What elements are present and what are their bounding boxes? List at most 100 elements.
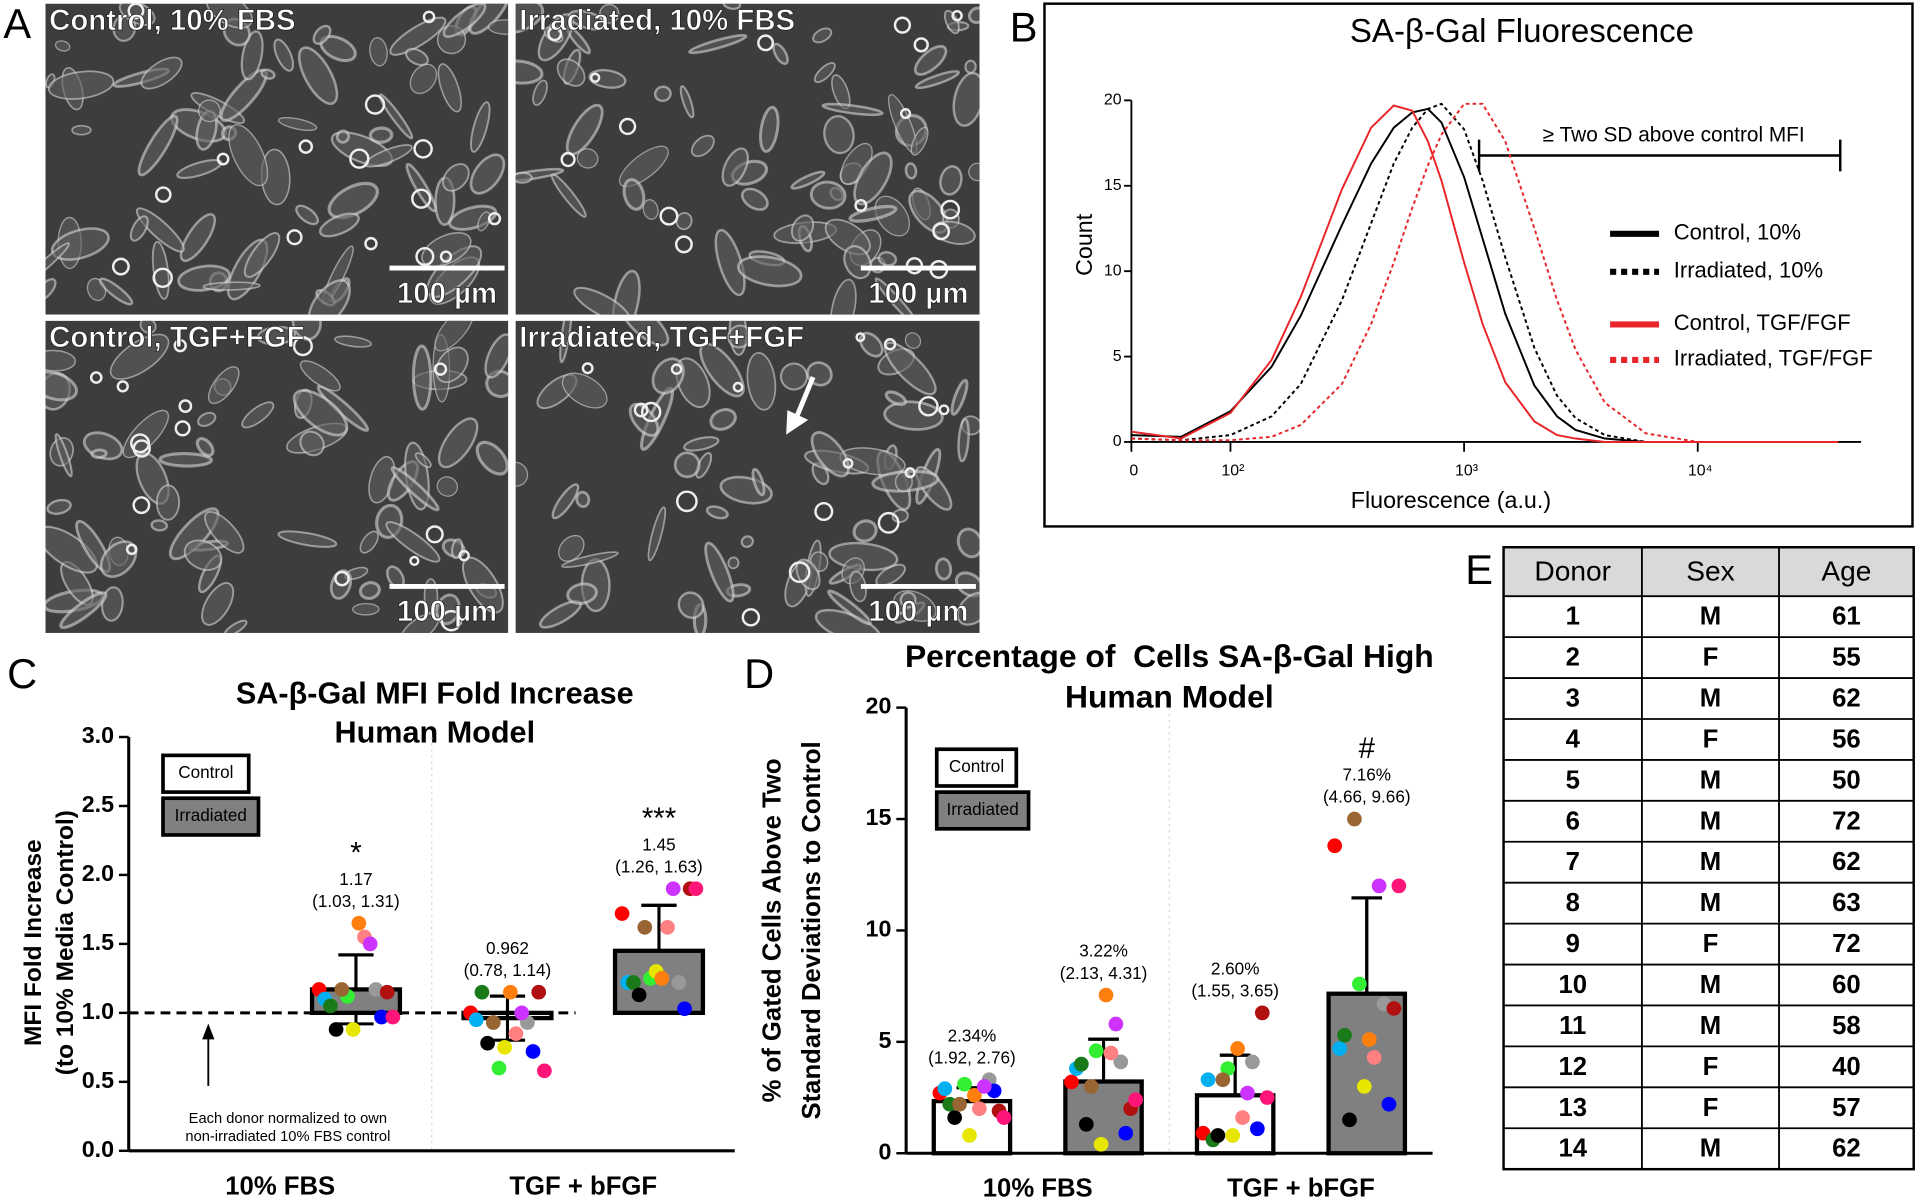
table-cell: F: [1703, 1053, 1719, 1081]
annotation: ≥ Two SD above control MFI: [1543, 123, 1805, 146]
donor-point: [660, 920, 675, 935]
donor-point: [374, 1009, 389, 1025]
error-cap: [1088, 1037, 1119, 1082]
legend-label: Irradiated: [946, 799, 1018, 819]
donor-point: [514, 1005, 530, 1021]
cell: [140, 56, 183, 90]
panel-letter: A: [3, 0, 31, 47]
cell-nucleus: [670, 363, 683, 375]
cell: [150, 519, 168, 532]
cell: [688, 33, 748, 55]
cell: [442, 3, 487, 38]
cell: [47, 70, 115, 100]
cell-nucleus: [409, 555, 420, 567]
cell: [772, 42, 789, 65]
y-tick-label: 1.5: [82, 929, 114, 955]
donor-point: [480, 1035, 495, 1051]
donor-point: [334, 982, 350, 997]
cell: [727, 324, 752, 349]
donor-point: [525, 1044, 541, 1059]
cell-nucleus: [640, 401, 662, 423]
donor-point: [1391, 878, 1407, 894]
cell-nucleus: [411, 188, 432, 209]
cell: [475, 440, 509, 476]
cell: [967, 6, 980, 25]
legend-box: [934, 790, 1031, 831]
value-label: 2.60%: [1211, 959, 1260, 979]
cell: [389, 16, 447, 56]
cell: [334, 335, 372, 348]
table-cell: 8: [1566, 889, 1580, 917]
y-tick-label: 1.0: [82, 998, 114, 1024]
cell-nucleus: [433, 362, 448, 376]
cell: [904, 332, 922, 349]
table-header: Sex: [1686, 555, 1735, 586]
cell: [884, 390, 907, 407]
value-label: 3.22%: [1079, 941, 1128, 961]
legend-box: [161, 753, 251, 794]
cell: [45, 349, 77, 372]
cell: [810, 431, 850, 478]
panel-letter: D: [744, 650, 774, 697]
cell: [135, 207, 185, 253]
value-label: 1.17: [339, 869, 372, 889]
donor-point: [952, 1096, 967, 1112]
cell: [848, 204, 898, 223]
legend-box: [934, 747, 1019, 788]
cell-nucleus: [116, 380, 129, 393]
error-cap: [338, 953, 374, 990]
cell: [874, 277, 919, 315]
y-tick-label: 10: [866, 916, 892, 942]
donor-point: [531, 984, 547, 1000]
cell: [824, 218, 871, 256]
cell-nucleus: [173, 338, 187, 353]
cell: [904, 162, 918, 180]
cell-nucleus: [440, 609, 463, 632]
cell-nucleus: [174, 420, 191, 437]
donor-point: [1342, 1112, 1357, 1128]
donor-point: [1220, 1061, 1236, 1076]
donor-point: [1386, 1001, 1402, 1016]
donor-point: [368, 982, 384, 997]
cell-nucleus: [439, 250, 453, 263]
note: Each donor normalized to own: [189, 1111, 387, 1127]
cell: [722, 3, 742, 10]
cell: [299, 430, 325, 457]
cell: [956, 527, 980, 559]
donor-point: [637, 920, 653, 935]
scale-bar-label: 100 µm: [397, 277, 497, 310]
cell: [277, 116, 318, 132]
cell: [618, 145, 669, 188]
value-label: 2.34%: [948, 1025, 997, 1045]
cell-nucleus: [458, 549, 470, 562]
cell-nucleus: [855, 332, 866, 343]
cell-nucleus: [581, 362, 594, 375]
cell-nucleus: [883, 338, 897, 351]
legend-label: Control, 10%: [1674, 220, 1801, 245]
donor-point: [1230, 1041, 1245, 1056]
cell: [620, 320, 670, 347]
cell: [241, 401, 275, 429]
cell: [628, 402, 660, 437]
arrow: [793, 376, 816, 420]
table-cell: F: [1703, 725, 1719, 753]
cell: [829, 278, 857, 315]
ci-label: (2.13, 4.31): [1060, 963, 1148, 983]
cell: [390, 466, 440, 512]
cell: [556, 58, 586, 87]
cell: [436, 476, 459, 497]
table-cell: 50: [1832, 766, 1861, 794]
cell: [827, 589, 872, 626]
y-tick-label: 0: [1113, 433, 1122, 450]
table-cell: 63: [1832, 889, 1861, 917]
donor-point: [1332, 1041, 1347, 1056]
cell: [899, 591, 917, 609]
cell-nucleus: [676, 490, 698, 513]
legend-label: Control: [949, 756, 1004, 776]
cell: [201, 582, 235, 626]
cell-nucleus: [904, 467, 916, 479]
donor-point: [491, 1060, 507, 1076]
donor-point: [1118, 1125, 1134, 1141]
y-tick-label: 5: [1113, 348, 1122, 365]
micrograph: [45, 320, 509, 633]
